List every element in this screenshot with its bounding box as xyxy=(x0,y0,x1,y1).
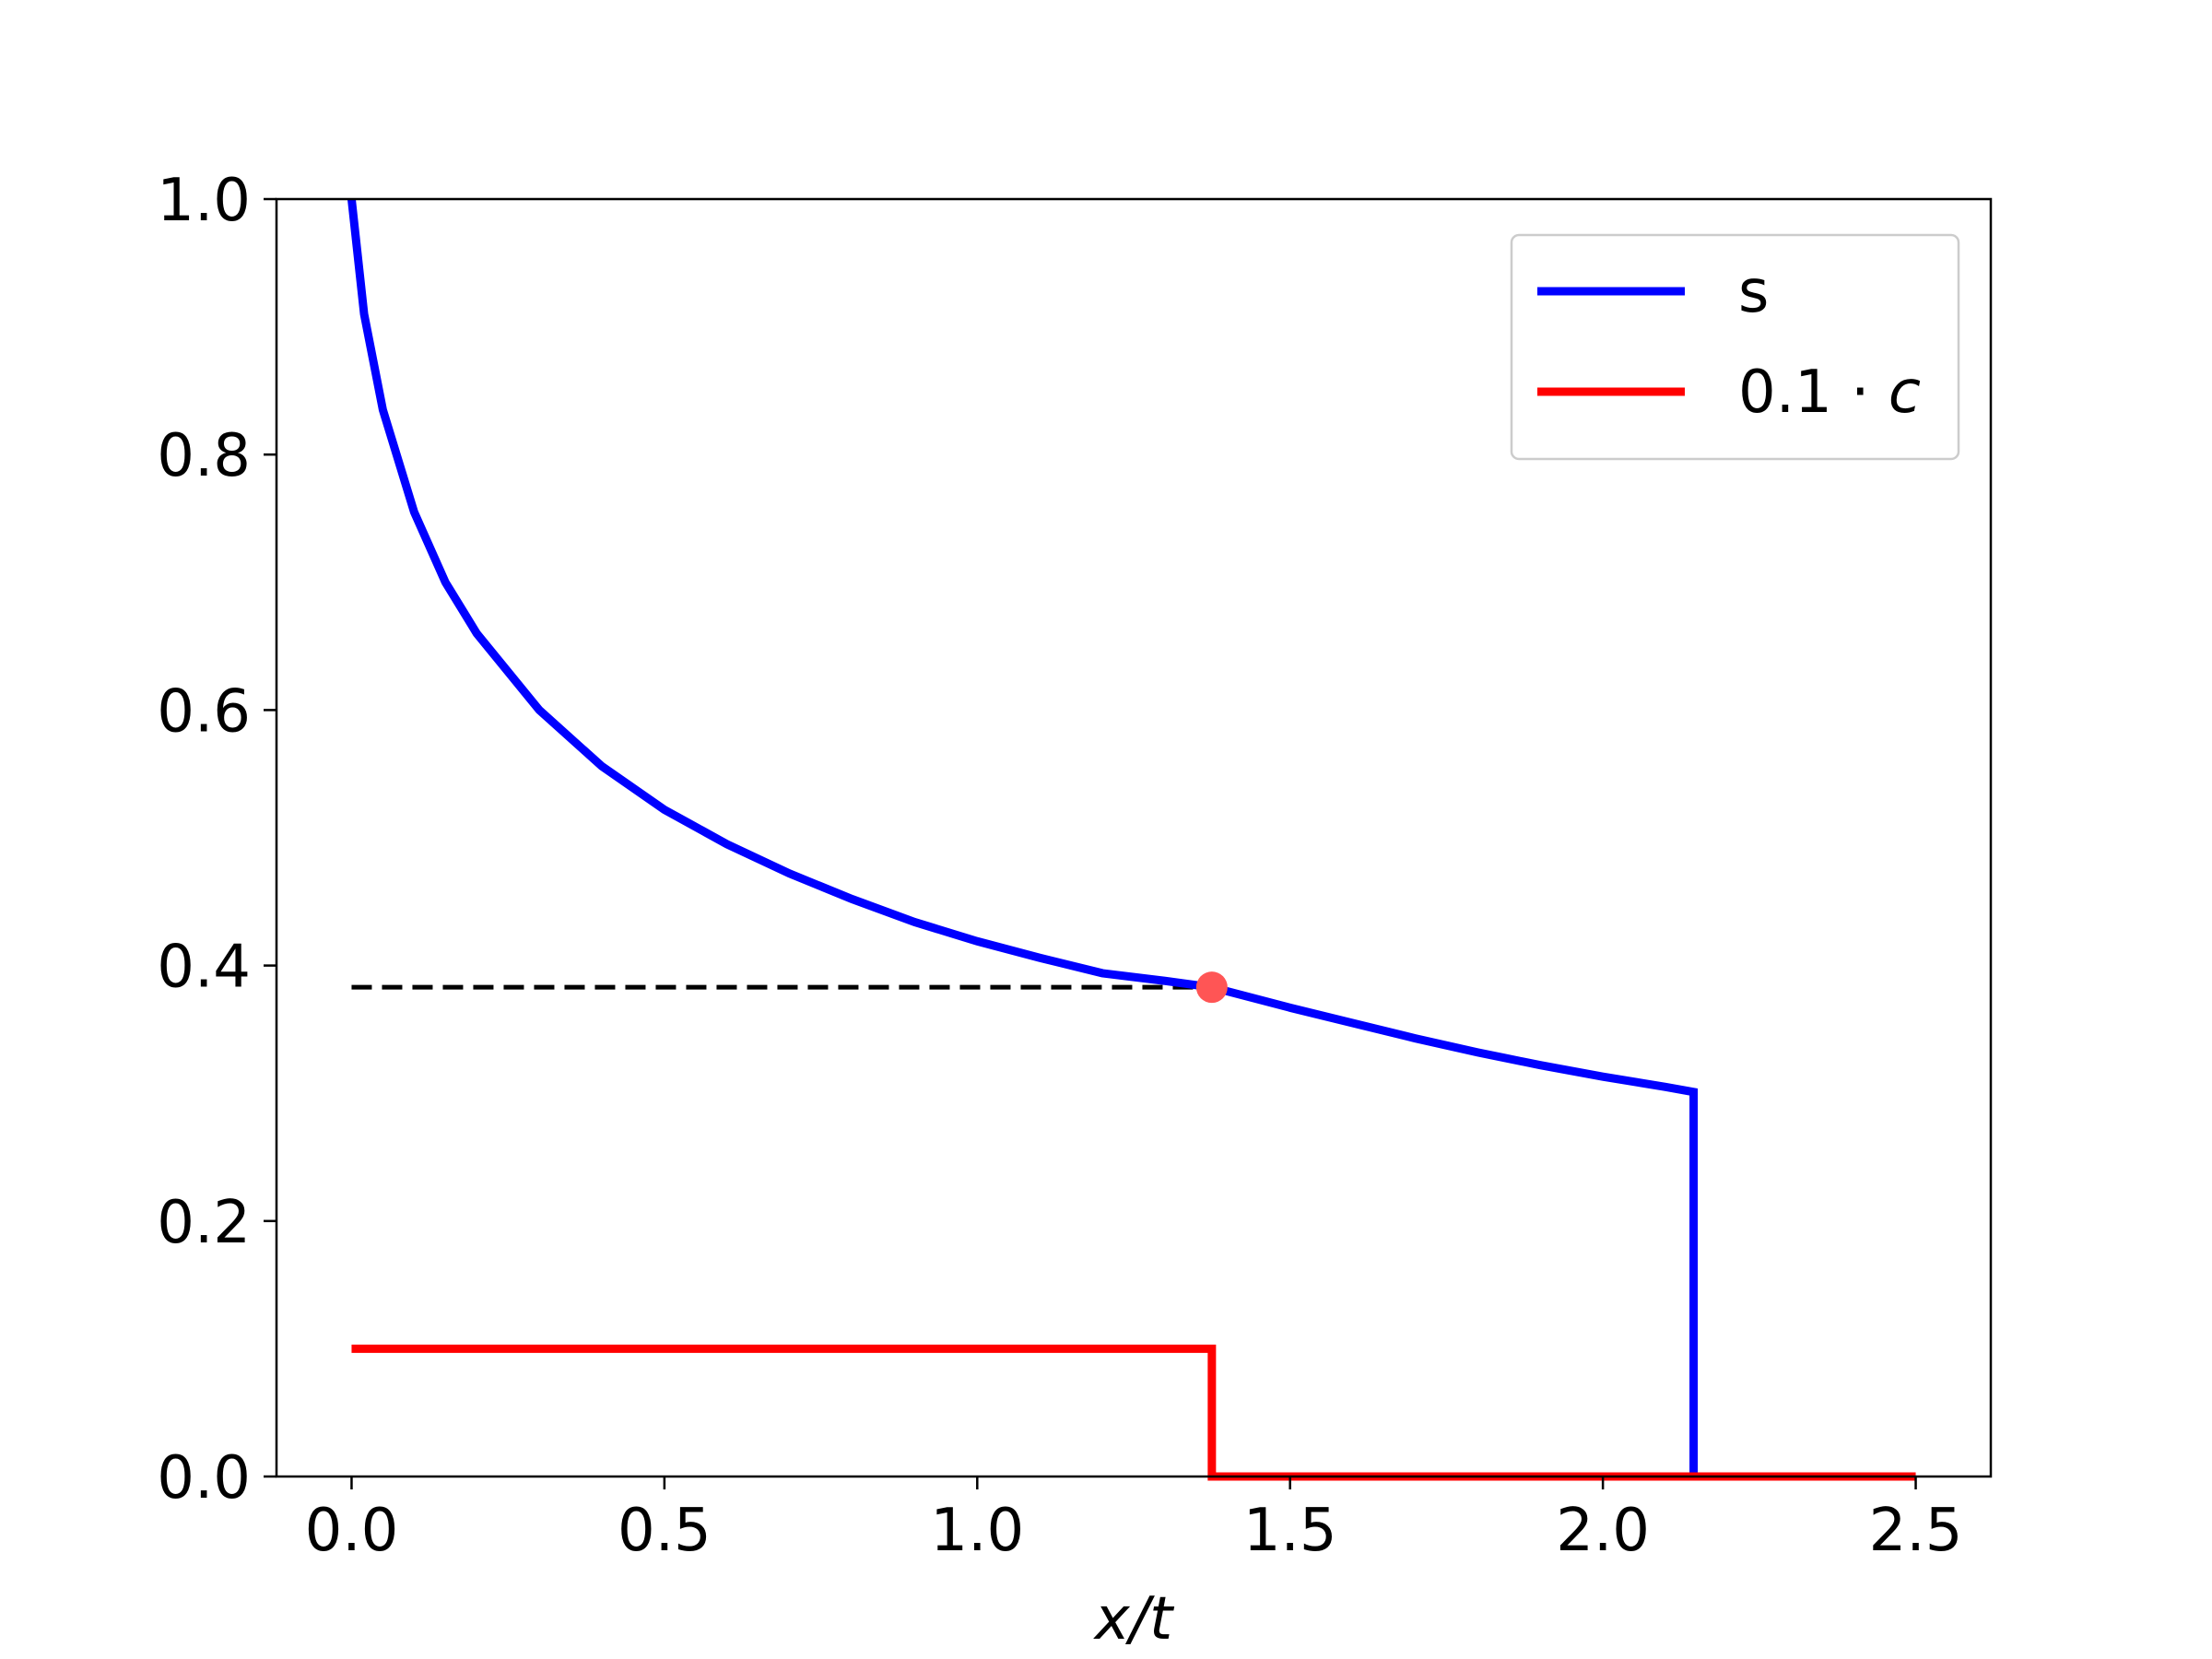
y-tick-label: 0.2 xyxy=(157,1189,251,1257)
legend-label-c-variable: c xyxy=(1888,359,1921,427)
y-tick-label: 0.0 xyxy=(157,1444,251,1512)
y-tick-label: 0.4 xyxy=(157,934,251,1002)
legend-label-c: 0.1 · c xyxy=(1738,359,1921,427)
x-tick-label: 2.5 xyxy=(1869,1497,1963,1565)
legend-label-s: s xyxy=(1738,258,1769,326)
series-line-s xyxy=(347,198,1699,1477)
intersection-point xyxy=(1195,971,1228,1004)
x-axis-ticks: 0.0 0.5 1.0 1.5 2.0 2.5 xyxy=(305,1477,1963,1565)
axes-frame xyxy=(275,197,1993,1478)
y-axis-ticks: 0.0 0.2 0.4 0.6 0.8 1.0 xyxy=(157,167,276,1512)
y-tick-label: 1.0 xyxy=(157,167,251,235)
y-tick-label: 0.8 xyxy=(157,422,251,490)
y-tick-label: 0.6 xyxy=(157,677,251,746)
x-tick-label: 0.5 xyxy=(618,1497,712,1565)
x-tick-label: 1.5 xyxy=(1243,1497,1337,1565)
x-tick-label: 0.0 xyxy=(305,1497,399,1565)
legend-label-c-prefix: 0.1 · xyxy=(1738,359,1888,427)
x-axis-label: x/t xyxy=(1093,1585,1175,1653)
x-tick-label: 2.0 xyxy=(1556,1497,1650,1565)
legend: s 0.1 · c xyxy=(1510,233,1960,461)
x-tick-label: 1.0 xyxy=(930,1497,1024,1565)
